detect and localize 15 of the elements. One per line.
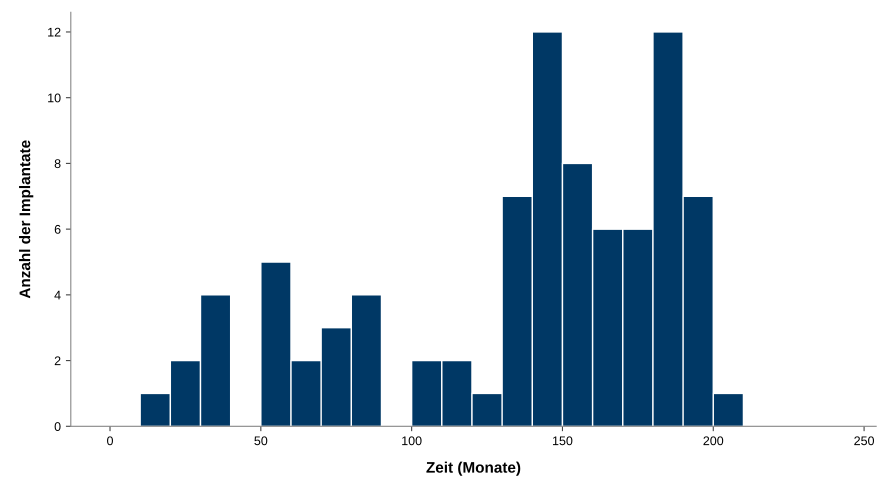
x-tick-label: 50 [254,436,268,446]
y-axis-title: Anzahl der Implantate [19,140,34,298]
x-tick-label: 250 [854,436,874,446]
x-tick-label: 200 [703,436,724,446]
y-tick-label: 0 [54,422,61,431]
y-tick-label: 4 [54,290,61,300]
x-tick-label: 100 [402,436,422,446]
y-tick-label: 6 [54,224,61,234]
y-tick-label: 8 [54,159,61,168]
x-tick-label: 0 [107,436,113,446]
x-axis-title: Zeit (Monate) [426,462,520,476]
x-tick-label: 150 [552,436,572,446]
y-tick-label: 2 [54,356,60,366]
y-tick-label: 12 [48,28,60,36]
y-tick-label: 10 [48,93,61,102]
